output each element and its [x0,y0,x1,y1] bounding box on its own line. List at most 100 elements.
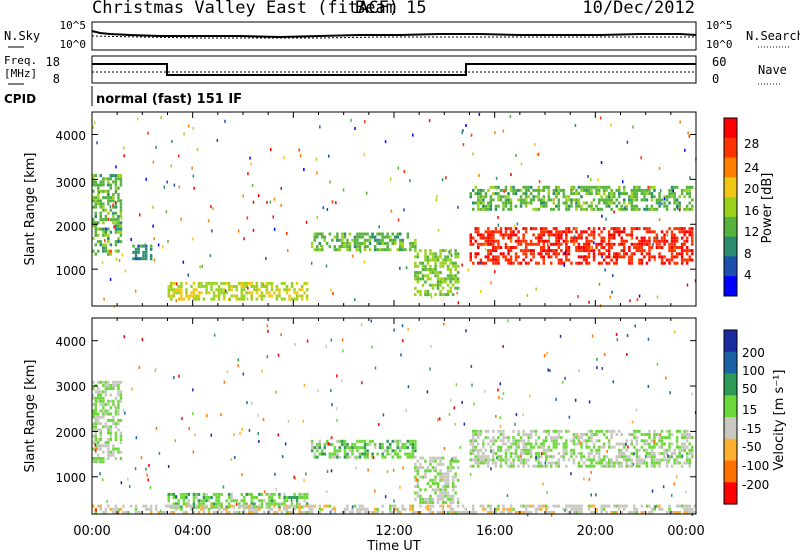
power-cell [670,236,674,240]
power-cell [429,271,432,275]
power-cell [235,297,238,301]
velocity-cell [409,507,412,511]
velocity-cell [557,452,561,455]
power-cell [658,252,661,256]
velocity-cell [416,469,420,473]
velocity-cell [441,478,445,482]
velocity-cell [658,461,661,465]
velocity-cell [618,504,621,508]
power-cell [527,201,530,205]
power-cell [623,252,626,256]
velocity-cell [489,511,493,514]
power-speckle-cell [354,298,356,302]
power-cell [222,294,226,298]
velocity-cell [346,442,349,446]
power-cell [454,261,457,265]
velocity-cell [396,446,399,450]
power-cell [504,230,508,234]
velocity-speckle-cell [651,489,654,493]
power-cell [532,233,535,237]
power-cell [401,245,404,249]
velocity-cell [298,492,301,496]
power-cell [565,230,568,234]
velocity-cell [328,452,332,456]
velocity-cell [499,439,503,443]
velocity-cell [112,380,115,384]
power-cell [557,204,561,208]
power-cell [555,236,558,240]
velocity-speckle-cell [564,376,566,380]
power-cell [144,254,148,258]
velocity-speckle-cell [155,426,158,430]
power-cell [366,238,369,242]
power-cell [522,198,525,202]
power-cell [532,198,535,202]
velocity-cell [92,422,95,426]
velocity-cell [613,461,616,465]
power-cell [572,236,576,240]
power-colorbar-swatches [724,118,737,297]
power-cell [348,232,352,236]
power-cbar-tick-24: 24 [744,161,759,175]
velocity-cell [99,393,102,397]
power-speckle-cell [461,263,463,267]
velocity-cell [565,439,568,443]
velocity-cell [376,452,379,456]
velocity-cell [509,464,513,468]
velocity-speckle-cell [275,390,277,394]
velocity-cell [514,452,518,455]
power-cell [680,246,684,249]
power-cell [532,227,535,231]
power-cell [504,246,508,249]
velocity-cell [343,442,347,446]
power-cell [107,240,110,244]
power-cell [348,241,352,245]
velocity-speckle-cell [656,362,659,366]
power-cell [567,252,571,256]
power-cell [117,237,120,240]
power-cell [552,192,556,196]
velocity-cell [545,511,548,514]
velocity-speckle-cell [149,486,151,490]
velocity-cell [275,502,279,506]
power-cell [92,249,95,253]
velocity-cell [444,501,447,504]
power-cell [494,185,498,189]
power-cell [630,195,634,199]
velocity-cell [326,439,329,443]
power-cell [94,180,97,184]
power-cell [363,245,367,249]
power-cell [602,246,606,249]
velocity-cell [343,511,347,514]
velocity-speckle-cell [123,335,125,339]
velocity-speckle-cell [667,454,669,458]
power-cell [346,241,349,245]
power-cell [602,252,606,256]
velocity-speckle-cell [192,450,195,454]
velocity-cell [414,466,417,470]
power-cell [577,255,581,259]
power-cell [333,245,337,249]
velocity-cell [660,429,664,433]
velocity-cell [258,492,261,496]
velocity-speckle-cell [570,472,572,476]
power-cell [673,261,676,265]
power-speckle-cell [175,299,177,303]
velocity-cell [504,461,508,465]
velocity-cell [643,511,646,514]
velocity-cell [109,425,113,429]
velocity-cell [300,492,304,496]
power-cell [112,193,115,196]
velocity-cbar-tick-neg15: -15 [742,422,762,436]
power-cell [592,230,596,234]
velocity-speckle-cell [680,455,682,459]
velocity-cell [487,436,490,440]
power-cell [522,192,525,196]
power-cell [534,195,538,199]
velocity-speckle-cell [471,383,473,387]
power-cell [469,258,472,262]
power-cell [102,249,105,253]
velocity-cell [351,449,354,453]
power-cell [97,199,100,203]
power-cell [542,258,545,262]
